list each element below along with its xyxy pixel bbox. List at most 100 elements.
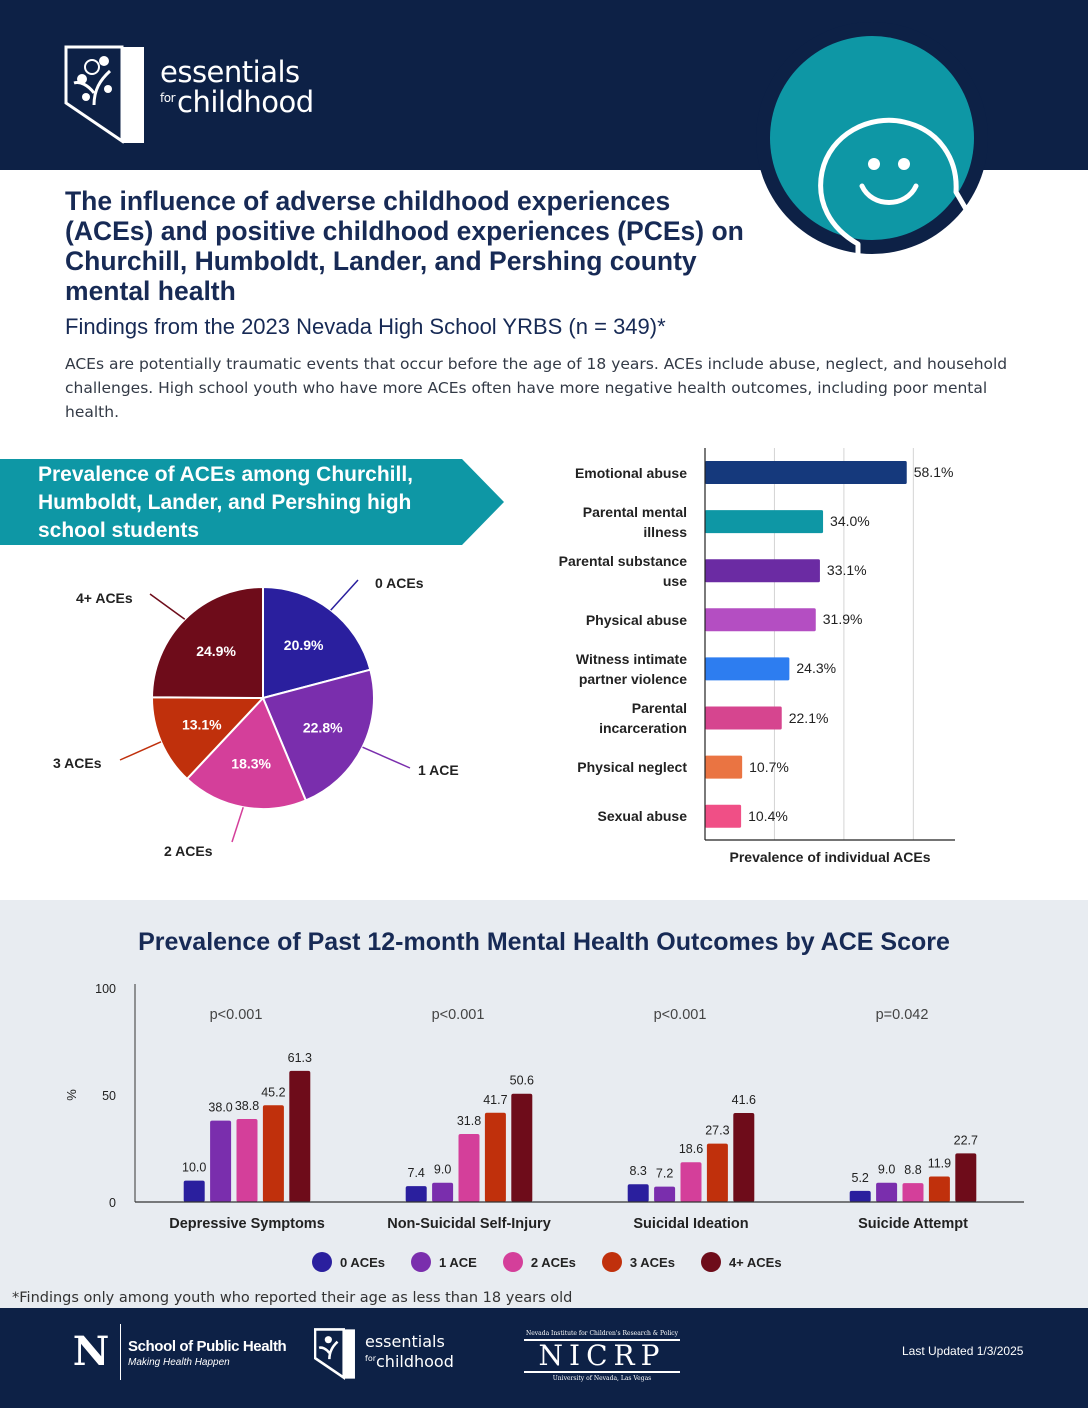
grouped-bar [654,1186,676,1202]
unr-logo: N [62,1324,121,1380]
outcomes-title: Prevalence of Past 12-month Mental Healt… [138,928,950,956]
grouped-bar [289,1070,311,1202]
unr-n-icon: N [72,1328,110,1375]
grouped-bar [511,1093,533,1202]
bar-value-label: 31.9% [822,611,863,628]
brand-name: essentials forchildhood [160,58,314,117]
bar-category-label: Parental substance use [558,552,687,589]
essentials-footer-logo-icon [314,1328,355,1380]
grouped-bar-value: 5.2 [852,1171,869,1185]
pie-chart: 20.9% 22.8% 18.3% 13.1% 24.9% [119,579,411,843]
nicrp-name: NICRP [524,1339,680,1373]
grouped-bar-value: 27.3 [705,1124,729,1138]
y-tick-label: 50 [102,1089,116,1103]
pie-percent-label: 18.3% [231,756,271,772]
outcomes-grouped-bar-chart: 10.0 38.0 38.845.2 61.3 7.4 9.0 31.841.750.6 8.… [64,982,1024,1232]
bar [705,608,816,632]
outcomes-section [0,900,1088,1308]
grouped-bar-value: 45.2 [261,1085,285,1099]
bar [705,510,824,534]
p-value-label: p<0.001 [432,1007,485,1023]
grouped-bar [262,1105,284,1202]
legend-item: 0 ACEs [312,1252,385,1272]
hero-circle [770,36,974,240]
pie-leader-line [362,746,411,769]
footer-brand-line1: essentials [365,1332,445,1351]
legend-swatch [411,1252,432,1272]
pie-leaders [119,579,411,843]
grouped-bar-value: 61.3 [288,1051,312,1065]
grouped-bar-value: 10.0 [182,1161,206,1175]
nicrp-logo: Nevada Institute for Children's Research… [524,1330,680,1382]
grouped-bar-value: 22.7 [954,1133,978,1147]
legend-swatch [700,1252,721,1272]
legend-item: 2 ACEs [502,1252,576,1272]
grouped-bar [680,1162,702,1202]
pie-slices [150,585,375,810]
pie-percent-label: 20.9% [284,637,324,653]
brand-line2: forchildhood [160,88,314,117]
footnote: *Findings only among youth who reported … [12,1290,573,1306]
pie-category-label: 0 ACEs [375,575,424,591]
grouped-bar [706,1143,728,1202]
grouped-bar-value: 18.6 [679,1142,703,1156]
grouped-bar-marks [183,1070,977,1202]
bar [705,461,907,484]
legend-label: 1 ACE [439,1254,477,1270]
bar-category-label: Physical abuse [585,611,687,628]
bar-value-label: 24.3% [796,660,837,677]
grouped-bar [928,1176,950,1202]
x-axis-label: Prevalence of individual ACEs [729,849,931,865]
y-axis-label: % [64,1089,79,1101]
pie-slice [185,696,308,810]
pie-slice [151,696,266,781]
grouped-bar-value: 8.3 [630,1164,647,1178]
legend-label: 3 ACEs [629,1254,675,1270]
footer-brand-childhood: childhood [376,1352,454,1371]
page-subtitle: Findings from the 2023 Nevada High Schoo… [65,314,666,339]
grouped-bar-text: Depressive Symptoms p<0.001 Non-Suicidal S… [64,982,968,1232]
grouped-bar [183,1180,205,1202]
pie-slice [261,668,375,802]
grouped-bar [484,1112,506,1202]
bar-value-label: 10.7% [749,758,789,775]
legend-item: 1 ACE [411,1252,477,1272]
legend-label: 4+ ACEs [728,1254,782,1270]
footer-brand: essentials forchildhood [365,1333,454,1370]
legend: 0 ACEs 1 ACE 2 ACEs 3 ACEs 4+ ACEs [312,1252,782,1272]
bar-category-label: Parental incarceration [599,700,687,736]
grouped-bar [405,1186,427,1202]
pie-percent-label: 24.9% [196,643,236,659]
pie-category-label: 4+ ACEs [76,590,133,606]
legend-swatch [312,1252,332,1272]
bar-marks [705,461,907,828]
page-title: The influence of adverse childhood exper… [65,186,744,306]
grouped-bar [236,1118,258,1202]
grouped-bar [902,1183,924,1202]
pie-leader-line [330,579,359,611]
group-category-label: Depressive Symptoms [169,1216,325,1232]
pie-leader-line [119,741,162,761]
pie-percent-label: 22.8% [303,719,343,735]
bar-value-label: 34.0% [830,513,870,530]
group-category-label: Suicidal Ideation [633,1216,748,1232]
bar [705,657,790,681]
grouped-bar-value: 9.0 [878,1163,895,1177]
essentials-logo-icon [64,45,144,144]
grouped-bar [955,1153,977,1202]
pie-percent-labels: 20.9% 22.8% 18.3% 13.1% 24.9% [182,637,343,771]
nicrp-top-line: Nevada Institute for Children's Research… [525,1330,679,1337]
pie-category-label: 2 ACEs [164,843,213,859]
bar [705,559,820,583]
grouped-bar-value-labels: 10.0 38.0 38.845.2 61.3 7.4 9.0 31.841.750.6 8.… [182,1051,978,1185]
bar-value-label: 22.1% [788,709,829,726]
pie-leader-line [231,806,244,843]
individual-aces-bar-chart [704,448,955,841]
grouped-bar-value: 38.8 [235,1099,259,1113]
aces-banner-shape [0,459,504,545]
pie-category-label: 3 ACEs [53,755,102,771]
bar-category-label: Witness intimate partner violence [575,650,687,687]
p-value-label: p=0.042 [876,1007,929,1023]
brand-for: for [160,91,176,105]
footer [0,1308,1088,1408]
